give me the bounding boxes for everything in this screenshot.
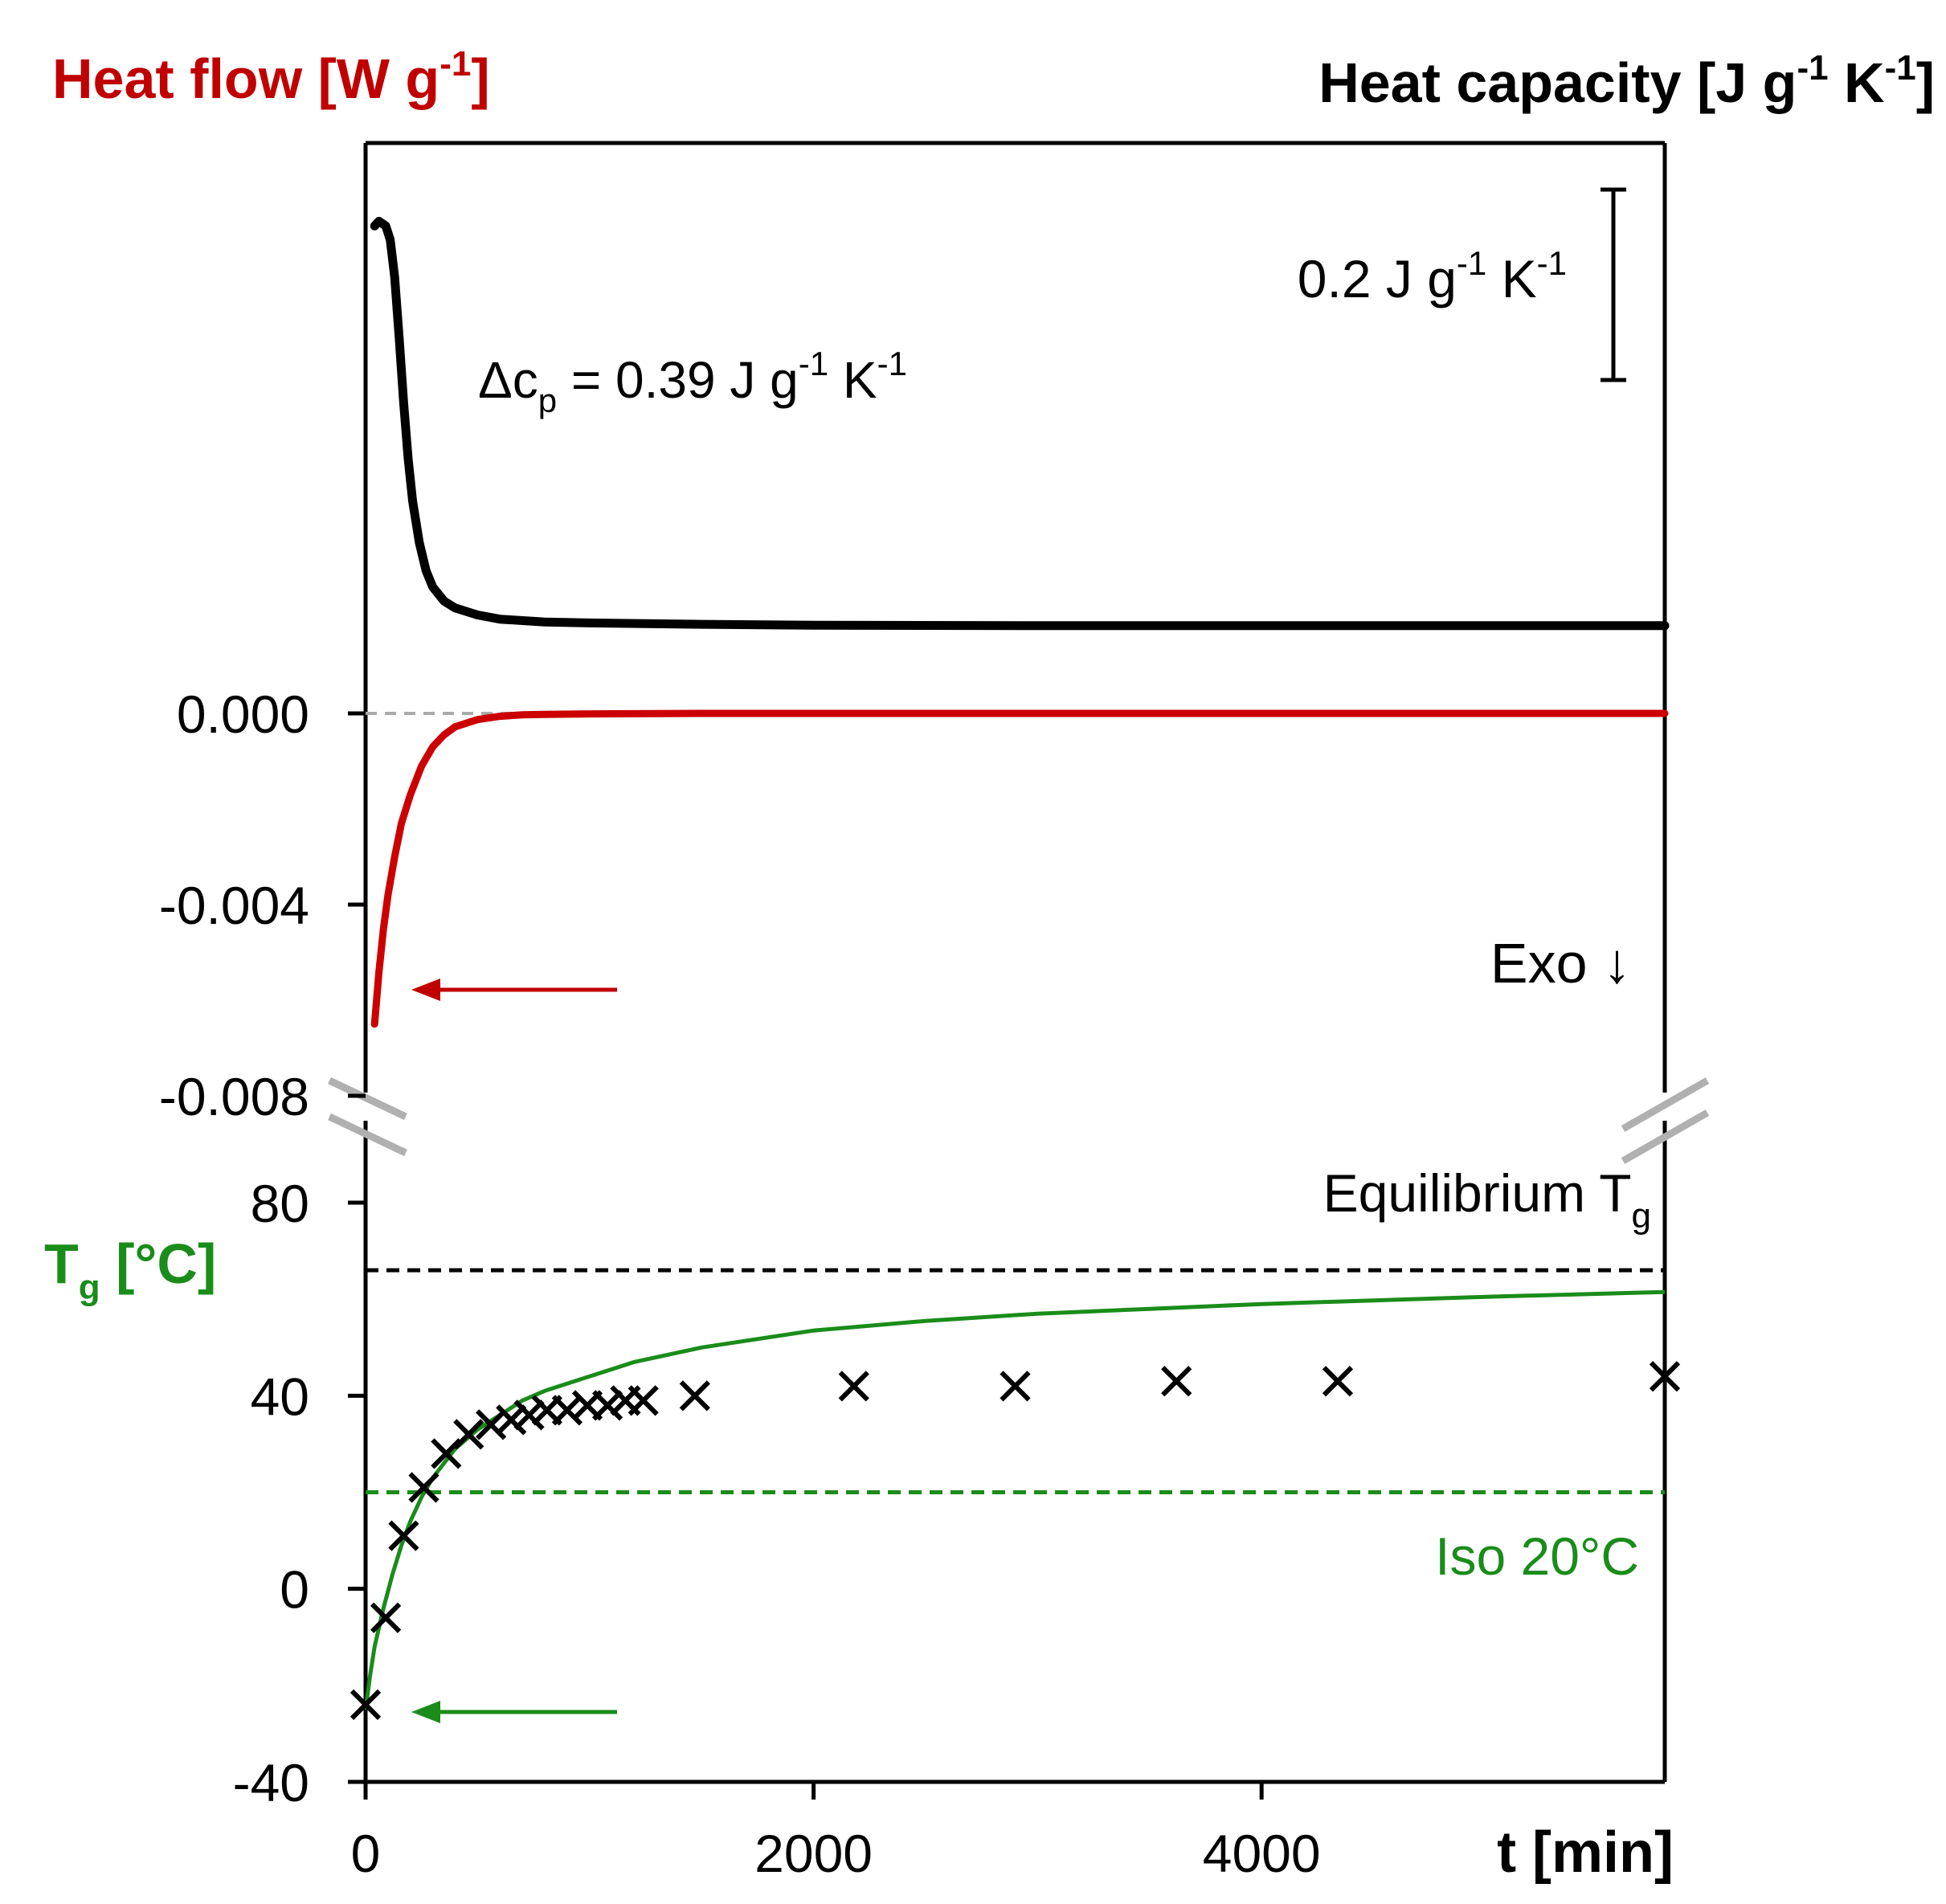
tg-point xyxy=(628,1385,659,1416)
right-axis-break xyxy=(1621,1077,1710,1164)
heat-capacity-title-sup1: -1 xyxy=(1797,48,1828,88)
tg-point xyxy=(513,1399,545,1431)
x-tick-label: 0 xyxy=(351,1824,381,1883)
exo-label: Exo ↓ xyxy=(1490,932,1631,995)
tg-point xyxy=(350,1689,382,1720)
heat-flow-tick-label: 0.000 xyxy=(177,684,309,744)
heat-flow-ticks: 0.000 -0.004 -0.008 xyxy=(159,684,366,1126)
tg-point xyxy=(370,1602,402,1633)
tg-point xyxy=(551,1395,583,1426)
x-ticks: 0 2000 4000 xyxy=(351,1782,1321,1883)
heat-capacity-title-suffix: ] xyxy=(1916,51,1935,114)
scale-bar-sup2: -1 xyxy=(1537,244,1567,282)
scale-bar-mid: K xyxy=(1486,249,1536,308)
tg-ticks: 80 40 0 -40 xyxy=(233,1174,366,1812)
heat-flow-tick-label: -0.004 xyxy=(159,876,309,935)
equilibrium-tg-main: Equilibrium T xyxy=(1323,1163,1632,1223)
equilibrium-tg-label: Equilibrium Tg xyxy=(1323,1163,1651,1236)
tg-axis-arrow xyxy=(411,1701,617,1723)
delta-cp-sup2: -1 xyxy=(877,345,907,382)
tg-title-sub: g xyxy=(79,1268,100,1307)
x-tick-label: 2000 xyxy=(754,1824,873,1883)
heat-capacity-axis-title: Heat capacity [J g-1 K-1] xyxy=(1318,48,1935,114)
heat-capacity-title-prefix: Heat capacity [J g xyxy=(1318,51,1797,114)
tg-point xyxy=(591,1390,623,1421)
scale-bar xyxy=(1601,187,1626,382)
tg-point xyxy=(388,1520,419,1551)
heat-capacity-title-mid: K xyxy=(1829,51,1885,114)
tg-title-suffix: [°C] xyxy=(100,1232,217,1295)
x-tick-label: 4000 xyxy=(1203,1824,1321,1883)
tg-point xyxy=(496,1404,527,1436)
heat-flow-title-sup: -1 xyxy=(439,44,471,84)
heat-flow-title-suffix: ] xyxy=(471,47,489,110)
delta-cp-prefix: Δc xyxy=(478,351,538,409)
tg-title-main: T xyxy=(44,1232,79,1295)
tg-tick-label: -40 xyxy=(233,1753,309,1812)
tg-point xyxy=(679,1380,710,1412)
tg-point xyxy=(1649,1361,1681,1392)
delta-cp-value: = 0.39 J g xyxy=(557,351,799,409)
delta-cp-label: Δcp = 0.39 J g-1 K-1 xyxy=(478,345,907,419)
tg-fit-series xyxy=(363,1289,1666,1710)
tg-measured-points xyxy=(350,1361,1681,1720)
scale-bar-sup1: -1 xyxy=(1457,244,1486,282)
scale-bar-value: 0.2 J g xyxy=(1298,249,1457,308)
tg-tick-label: 40 xyxy=(251,1367,309,1426)
tg-point xyxy=(1000,1371,1031,1402)
iso-label: Iso 20°C xyxy=(1435,1526,1639,1586)
tg-tick-label: 80 xyxy=(251,1174,309,1233)
delta-cp-sup1: -1 xyxy=(799,345,828,382)
heat-flow-axis-arrow xyxy=(411,979,617,1001)
scale-bar-label: 0.2 J g-1 K-1 xyxy=(1298,244,1567,308)
delta-cp-mid: K xyxy=(828,351,877,409)
tg-point xyxy=(453,1419,484,1450)
heat-flow-tick-label: -0.008 xyxy=(159,1067,309,1126)
heat-capacity-series xyxy=(370,216,1670,631)
left-axis-break xyxy=(328,1077,407,1157)
tg-tick-label: 0 xyxy=(280,1560,309,1620)
x-axis-title: t [min] xyxy=(1497,1820,1674,1885)
delta-cp-sub: p xyxy=(538,382,557,419)
tg-point xyxy=(1161,1366,1192,1397)
heat-flow-series xyxy=(370,709,1669,1028)
heat-capacity-title-sup2: -1 xyxy=(1885,48,1916,88)
tg-point xyxy=(1322,1366,1354,1397)
tg-axis-title: Tg [°C] xyxy=(44,1232,216,1307)
heat-flow-axis-title: Heat flow [W g-1] xyxy=(52,44,490,110)
tg-point xyxy=(838,1371,869,1402)
equilibrium-tg-sub: g xyxy=(1632,1196,1651,1236)
heat-flow-title-prefix: Heat flow [W g xyxy=(52,47,439,110)
tg-point xyxy=(408,1472,439,1503)
